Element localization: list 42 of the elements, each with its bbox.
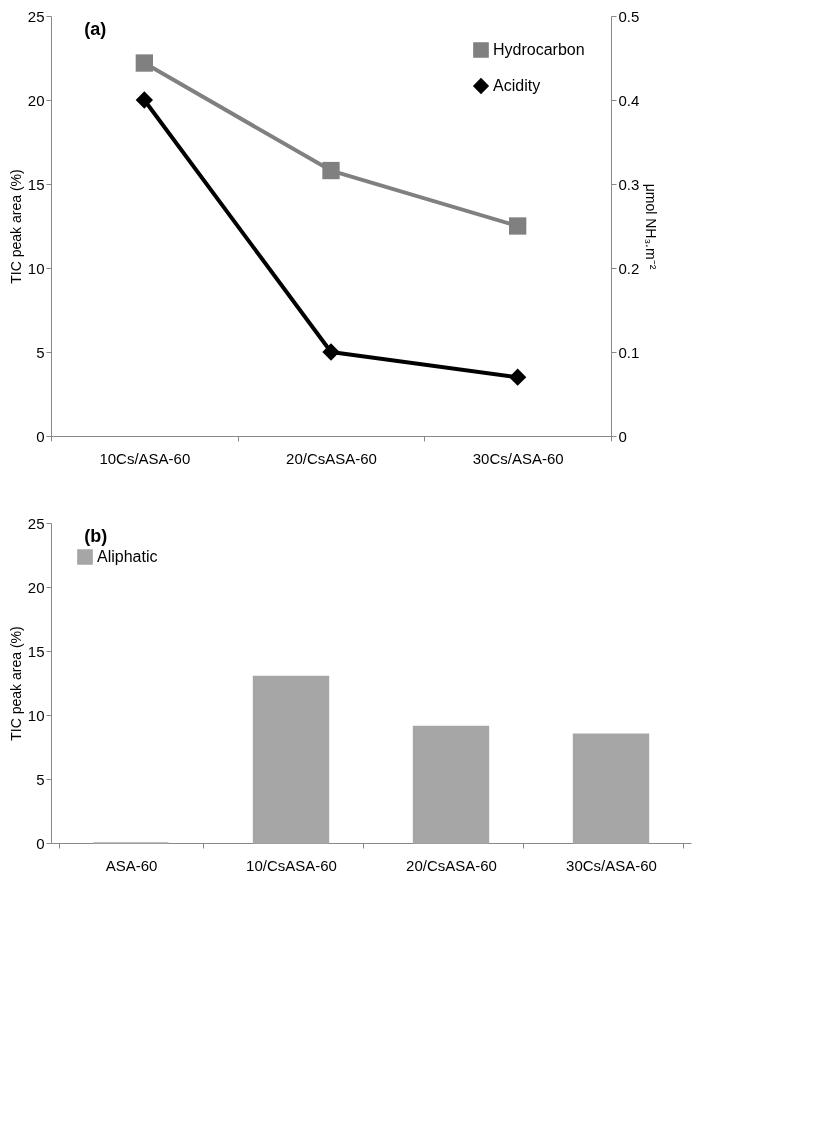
y-tick-label: 15 xyxy=(27,642,45,660)
y-tick-label: 25 xyxy=(27,7,45,25)
x-tick-label: ASA-60 xyxy=(105,856,158,874)
y2-tick-label: 0.3 xyxy=(618,175,640,193)
y-tick-label: 0 xyxy=(36,427,45,445)
point xyxy=(509,217,527,235)
y-tick-label: 10 xyxy=(27,706,45,724)
y-tick-label: 20 xyxy=(27,91,45,109)
x-tick-label: 20/CsASA-60 xyxy=(406,856,497,874)
y-tick-label: 5 xyxy=(36,770,45,788)
y-tick-label: 20 xyxy=(27,578,45,596)
y2-tick-label: 0 xyxy=(618,427,627,445)
chart-title: (a) xyxy=(84,19,107,39)
point xyxy=(322,161,340,180)
bar xyxy=(252,675,330,844)
legend-label: Aliphatic xyxy=(97,548,158,565)
x-tick-label: 20/CsASA-60 xyxy=(286,449,377,467)
legend-label: Acidity xyxy=(493,77,541,94)
y-axis-title: TIC peak area (%) xyxy=(7,626,24,741)
x-tick-label: 30Cs/ASA-60 xyxy=(566,856,657,874)
bar xyxy=(412,725,490,844)
chart-title: (b) xyxy=(84,526,108,546)
x-tick-label: 10Cs/ASA-60 xyxy=(99,449,191,467)
y2-axis-title: μmol NH₃.m⁻² xyxy=(643,183,660,270)
y2-tick-label: 0.5 xyxy=(618,7,640,25)
y-tick-label: 0 xyxy=(36,834,45,852)
point xyxy=(135,91,153,109)
y-tick-label: 15 xyxy=(27,175,45,193)
y2-tick-label: 0.4 xyxy=(618,91,640,109)
point xyxy=(322,343,340,361)
point xyxy=(135,54,153,72)
x-tick-label: 10/CsASA-60 xyxy=(246,856,337,874)
y2-tick-label: 0.2 xyxy=(618,259,640,277)
y-axis-title: TIC peak area (%) xyxy=(7,169,24,284)
bar xyxy=(572,733,650,844)
legend-label: Hydrocarbon xyxy=(493,41,585,58)
x-tick-label: 30Cs/ASA-60 xyxy=(472,449,564,467)
y-tick-label: 5 xyxy=(36,343,45,361)
point xyxy=(509,368,527,386)
y2-tick-label: 0.1 xyxy=(618,343,640,361)
y-tick-label: 25 xyxy=(27,514,45,532)
y-tick-label: 10 xyxy=(27,259,45,277)
